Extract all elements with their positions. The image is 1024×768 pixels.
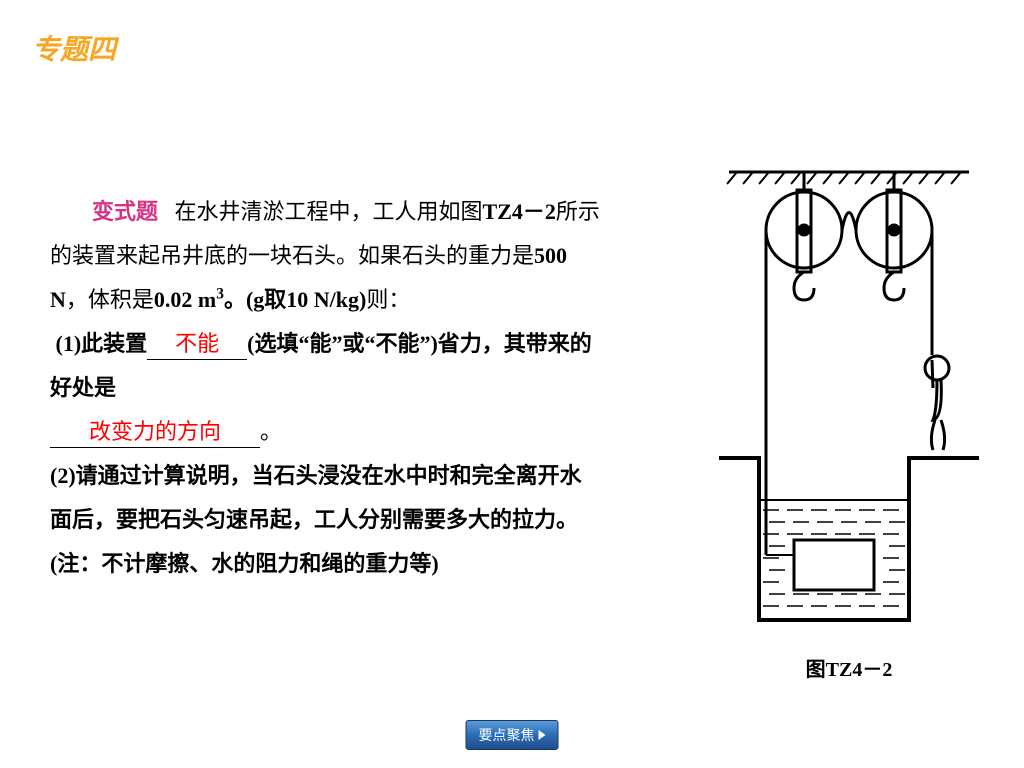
g-note: (g取10 N/kg) — [246, 287, 366, 312]
problem-text: 变式题 在水井清淤工程中，工人用如图TZ4－2所示的装置来起吊井底的一块石头。如… — [50, 190, 600, 586]
figure-caption: 图TZ4－2 — [714, 653, 984, 682]
intro-text-5: 则： — [366, 287, 410, 312]
volume-value: 0.02 m3 — [154, 287, 224, 312]
q1-answer-2: 改变力的方向 — [89, 419, 221, 444]
intro-text-1: 在水井清淤工程中，工人用如图 — [175, 199, 483, 224]
pulley-diagram — [719, 160, 979, 640]
q1-blank-2: 改变力的方向 — [50, 418, 260, 448]
figure-container: 图TZ4－2 — [714, 160, 984, 682]
section-header: 专题四 — [32, 28, 116, 68]
q1-end: 。 — [260, 419, 282, 444]
nav-label: 要点聚焦 — [479, 725, 535, 745]
intro-text-4: 。 — [224, 287, 246, 312]
q1-answer-1: 不能 — [175, 331, 219, 356]
q1-blank-1: 不能 — [147, 330, 247, 360]
variant-label: 变式题 — [92, 199, 158, 224]
q1-prefix: (1)此装置 — [56, 331, 148, 356]
nav-focus-button[interactable]: 要点聚焦 — [466, 720, 559, 750]
intro-text-3: ，体积是 — [66, 287, 154, 312]
figure-ref-inline: TZ4－2 — [483, 199, 556, 224]
q2-text: (2)请通过计算说明，当石头浸没在水中时和完全离开水面后，要把石头匀速吊起，工人… — [50, 463, 582, 576]
